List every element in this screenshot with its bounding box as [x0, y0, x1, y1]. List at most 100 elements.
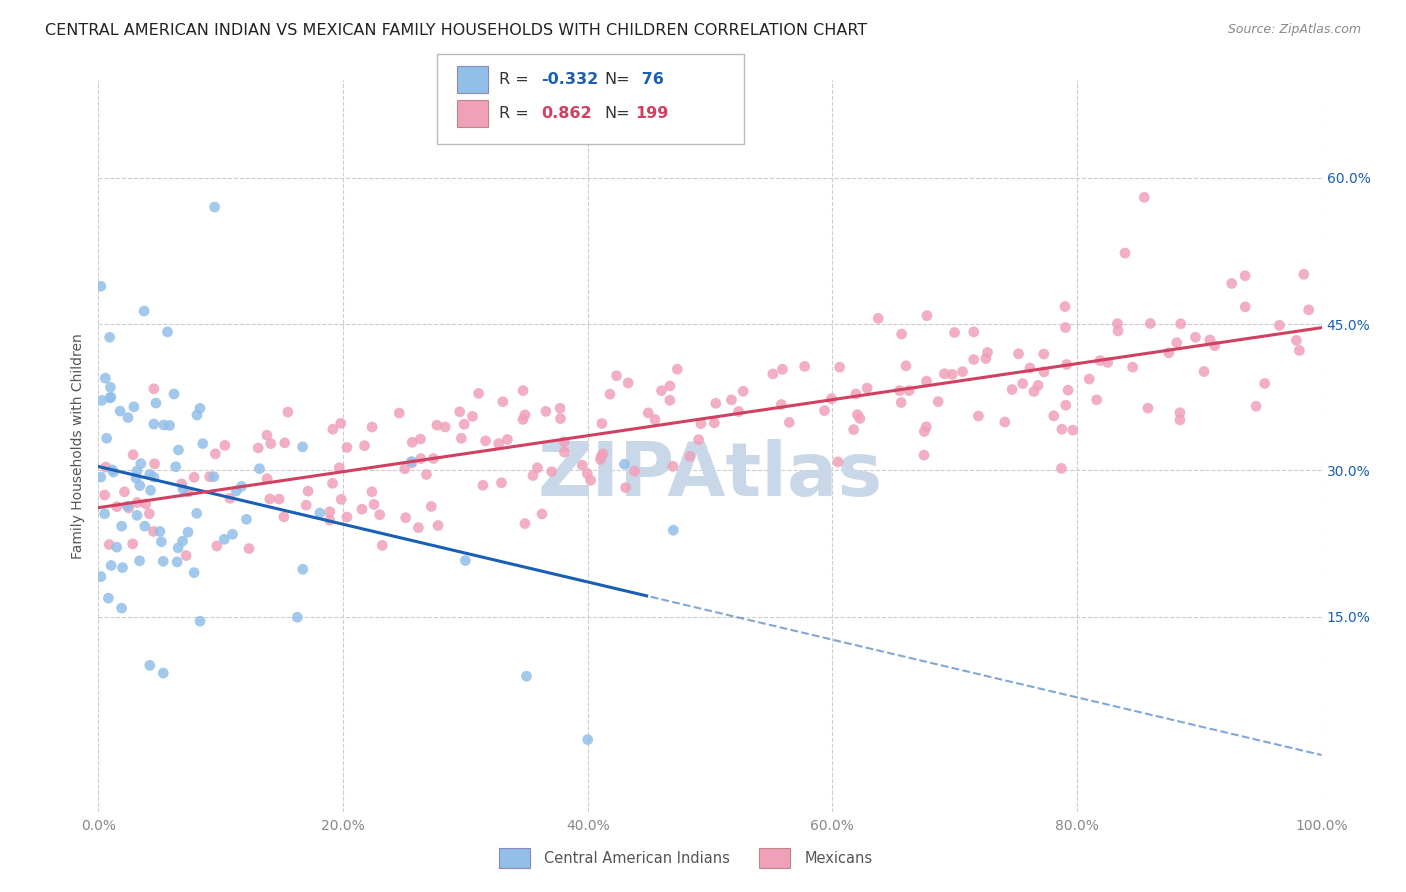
Point — [1136, 401, 1159, 416]
Point — [329, 417, 352, 431]
Point — [512, 412, 534, 426]
Point — [260, 436, 283, 450]
Point — [394, 462, 416, 476]
Point — [336, 441, 359, 455]
Text: Mexicans: Mexicans — [804, 851, 872, 865]
Point — [415, 467, 437, 482]
Point — [571, 458, 593, 472]
Point — [145, 396, 167, 410]
Point — [186, 507, 208, 521]
Point — [249, 461, 271, 475]
Point — [138, 467, 160, 482]
Point — [963, 325, 986, 339]
Point — [644, 412, 666, 426]
Point — [599, 387, 621, 401]
Point — [1088, 353, 1111, 368]
Point — [401, 435, 423, 450]
Point — [1062, 423, 1084, 437]
Point — [434, 420, 457, 434]
Point — [474, 434, 496, 448]
Point — [550, 411, 572, 425]
Point — [295, 498, 318, 512]
Point — [515, 669, 537, 683]
Point — [461, 409, 484, 424]
Point — [183, 566, 205, 580]
Point — [336, 510, 359, 524]
Point — [142, 470, 165, 484]
Point — [1253, 376, 1275, 391]
Point — [138, 507, 160, 521]
Point — [204, 200, 226, 214]
Point — [177, 485, 200, 500]
Point — [259, 491, 281, 506]
Point — [118, 501, 141, 516]
Point — [1022, 384, 1045, 399]
Point — [426, 418, 449, 433]
Point — [453, 417, 475, 432]
Point — [98, 391, 121, 405]
Point — [122, 448, 145, 462]
Point — [204, 447, 226, 461]
Point — [1170, 317, 1192, 331]
Point — [553, 445, 575, 459]
Point — [1107, 317, 1129, 331]
Point — [205, 539, 228, 553]
Point — [1078, 372, 1101, 386]
Point — [1042, 409, 1064, 423]
Point — [117, 500, 139, 514]
Point — [360, 484, 382, 499]
Text: R =: R = — [499, 106, 534, 120]
Point — [614, 481, 637, 495]
Point — [662, 523, 685, 537]
Point — [150, 534, 173, 549]
Point — [235, 512, 257, 526]
Point — [868, 311, 890, 326]
Point — [1168, 413, 1191, 427]
Point — [820, 392, 842, 406]
Point — [450, 431, 472, 445]
Point — [540, 465, 562, 479]
Point — [111, 560, 134, 574]
Point — [666, 362, 689, 376]
Point — [591, 450, 613, 464]
Point — [139, 483, 162, 498]
Point — [1139, 317, 1161, 331]
Point — [530, 507, 553, 521]
Point — [167, 541, 190, 555]
Point — [183, 470, 205, 484]
Point — [159, 418, 181, 433]
Point — [231, 479, 253, 493]
Point — [274, 435, 297, 450]
Point — [727, 404, 749, 418]
Point — [576, 467, 599, 481]
Text: 199: 199 — [636, 106, 669, 120]
Point — [238, 541, 260, 556]
Point — [122, 400, 145, 414]
Point — [111, 519, 134, 533]
Point — [1184, 330, 1206, 344]
Point — [225, 483, 247, 498]
Point — [650, 384, 672, 398]
Text: 0.862: 0.862 — [541, 106, 592, 120]
Point — [128, 478, 150, 492]
Point — [100, 390, 122, 404]
Point — [297, 484, 319, 499]
Point — [139, 658, 162, 673]
Point — [128, 554, 150, 568]
Point — [454, 553, 477, 567]
Point — [1114, 246, 1136, 260]
Point — [889, 384, 911, 398]
Point — [1244, 399, 1267, 413]
Point — [1288, 343, 1310, 358]
Point — [890, 327, 912, 342]
Point — [277, 405, 299, 419]
Point — [143, 457, 166, 471]
Point — [733, 384, 755, 399]
Point — [449, 405, 471, 419]
Point — [491, 475, 513, 490]
Point — [1001, 383, 1024, 397]
Point — [114, 484, 136, 499]
Point — [90, 279, 112, 293]
Point — [690, 417, 713, 431]
Point — [98, 330, 121, 344]
